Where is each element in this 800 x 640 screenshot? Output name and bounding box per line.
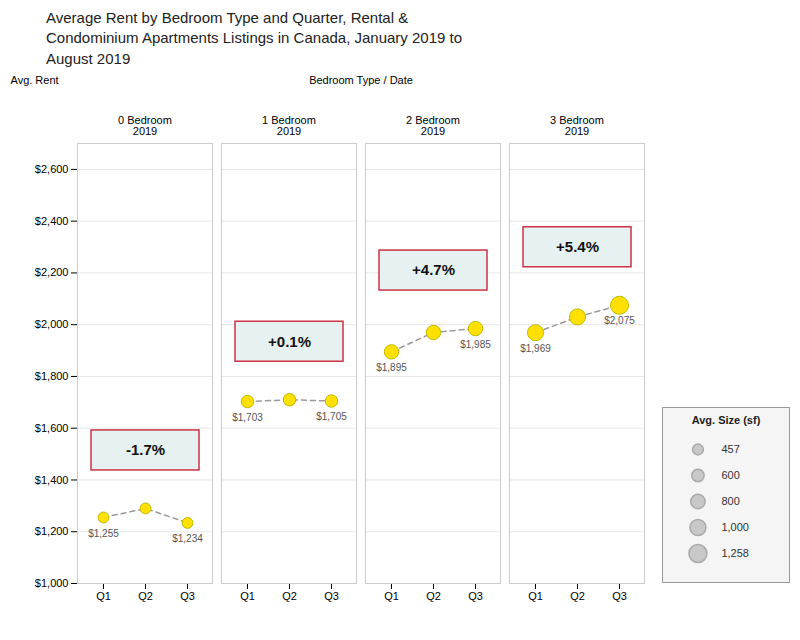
svg-text:Q3: Q3 <box>468 590 483 602</box>
svg-text:800: 800 <box>721 495 739 507</box>
svg-text:$1,200: $1,200 <box>35 525 69 537</box>
svg-text:0 Bedroom2019: 0 Bedroom2019 <box>118 113 172 136</box>
svg-text:600: 600 <box>721 469 739 481</box>
svg-text:$1,705: $1,705 <box>316 411 347 422</box>
svg-text:Q2: Q2 <box>426 590 441 602</box>
html-text:Average Rent by Bedroom Type a: Average Rent by Bedroom Type and Quarter… <box>46 9 463 67</box>
svg-text:Q1: Q1 <box>384 590 399 602</box>
svg-text:Q3: Q3 <box>612 590 627 602</box>
svg-text:$2,075: $2,075 <box>604 315 635 326</box>
svg-text:-1.7%: -1.7% <box>126 441 165 458</box>
svg-text:$2,200: $2,200 <box>35 266 69 278</box>
svg-text:$1,255: $1,255 <box>88 527 119 538</box>
svg-text:$1,985: $1,985 <box>460 339 491 350</box>
svg-text:1,258: 1,258 <box>721 547 749 559</box>
svg-text:Avg. Rent: Avg. Rent <box>11 74 59 86</box>
svg-text:1,000: 1,000 <box>721 521 749 533</box>
svg-text:$1,969: $1,969 <box>520 343 551 354</box>
svg-text:$1,400: $1,400 <box>35 473 69 485</box>
svg-text:$1,234: $1,234 <box>172 533 203 544</box>
svg-text:$1,000: $1,000 <box>35 577 69 589</box>
svg-text:$1,703: $1,703 <box>232 411 263 422</box>
svg-text:$2,600: $2,600 <box>35 163 69 175</box>
svg-text:Q1: Q1 <box>240 590 255 602</box>
svg-text:Q2: Q2 <box>138 590 153 602</box>
svg-text:$2,400: $2,400 <box>35 214 69 226</box>
svg-text:2 Bedroom2019: 2 Bedroom2019 <box>406 113 460 136</box>
svg-text:Q1: Q1 <box>528 590 543 602</box>
svg-text:457: 457 <box>721 443 739 455</box>
svg-text:+0.1%: +0.1% <box>268 332 311 349</box>
svg-text:Q3: Q3 <box>180 590 195 602</box>
svg-text:3 Bedroom2019: 3 Bedroom2019 <box>550 113 604 136</box>
svg-text:+5.4%: +5.4% <box>556 238 599 255</box>
svg-text:$1,800: $1,800 <box>35 370 69 382</box>
svg-text:Q1: Q1 <box>96 590 111 602</box>
svg-text:$1,600: $1,600 <box>35 421 69 433</box>
svg-text:Q3: Q3 <box>324 590 339 602</box>
svg-text:$2,000: $2,000 <box>35 318 69 330</box>
svg-text:Q2: Q2 <box>570 590 585 602</box>
svg-text:+4.7%: +4.7% <box>412 261 455 278</box>
svg-text:Q2: Q2 <box>282 590 297 602</box>
svg-text:$1,895: $1,895 <box>376 362 407 373</box>
svg-text:1 Bedroom2019: 1 Bedroom2019 <box>262 113 316 136</box>
svg-text:Bedroom Type / Date: Bedroom Type / Date <box>309 74 413 86</box>
html-text:Avg. Size (sf): Avg. Size (sf) <box>691 413 761 426</box>
